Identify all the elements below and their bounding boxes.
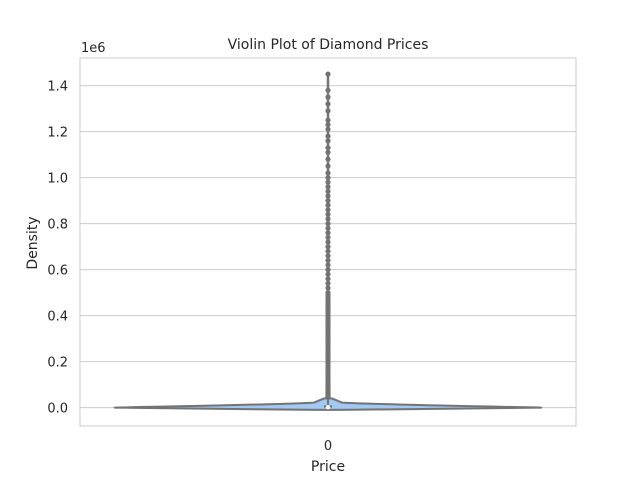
y-tick-label: 1.4 [47, 80, 68, 95]
outlier-point [325, 179, 331, 185]
outlier-point [325, 285, 331, 291]
y-tick-labels: 0.0 0.2 0.4 0.6 0.8 1.0 1.2 1.4 [47, 80, 68, 417]
outlier-point [325, 262, 331, 268]
y-tick-label: 0.6 [47, 264, 68, 279]
y-axis-title: Density [25, 216, 41, 269]
outlier-point [325, 234, 331, 240]
outlier-point [325, 225, 331, 231]
outlier-point [325, 156, 331, 162]
y-tick-label: 0.2 [47, 356, 68, 371]
outlier-point [325, 253, 331, 259]
outlier-point [325, 216, 331, 222]
outlier-point [325, 202, 331, 208]
outlier-point [325, 198, 331, 204]
x-tick-label: 0 [324, 439, 332, 454]
x-axis-title: Price [311, 459, 345, 475]
outlier-point [325, 244, 331, 250]
outlier-point [325, 108, 331, 114]
plot-frame [79, 57, 577, 427]
outlier-point [325, 117, 331, 123]
outlier-point [325, 133, 331, 139]
outlier-point [325, 122, 331, 128]
y-tick-label: 0.4 [47, 310, 68, 325]
outlier-point [325, 207, 331, 213]
outlier-point [325, 184, 331, 190]
y-scale-offset: 1e6 [81, 41, 106, 56]
outlier-point [325, 257, 331, 263]
outlier-point [325, 175, 331, 181]
outlier-point [325, 101, 331, 107]
y-tick-label: 0.0 [47, 402, 68, 417]
x-tick-labels: 0 [324, 439, 332, 454]
outlier-point [325, 221, 331, 227]
outlier-point [325, 271, 331, 277]
outlier-point [325, 94, 331, 100]
outlier-point [325, 138, 331, 144]
outlier-point [325, 276, 331, 282]
outlier-point [325, 193, 331, 199]
outlier-point [325, 87, 331, 93]
outlier-point [325, 230, 331, 236]
outlier-point [325, 145, 331, 151]
outlier-point [325, 126, 331, 132]
median-marker [325, 404, 331, 410]
outlier-point [325, 280, 331, 286]
violin-layer [113, 71, 543, 411]
outlier-point [325, 71, 331, 77]
y-tick-label: 1.2 [47, 126, 68, 141]
outlier-point [325, 239, 331, 245]
outlier-point [325, 163, 331, 169]
outlier-point [325, 149, 331, 155]
chart-title: Violin Plot of Diamond Prices [228, 37, 429, 53]
outlier-point [325, 170, 331, 176]
outlier-point [325, 188, 331, 194]
y-tick-label: 0.8 [47, 218, 68, 233]
y-tick-label: 1.0 [47, 172, 68, 187]
outlier-point [325, 267, 331, 273]
outlier-point [325, 248, 331, 254]
outlier-point [325, 211, 331, 217]
outlier-point [325, 290, 331, 296]
